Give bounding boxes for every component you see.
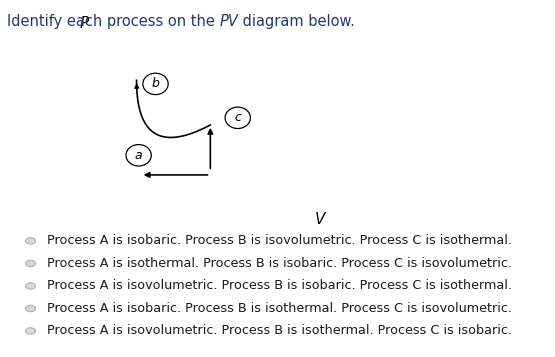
- Text: Process A is isobaric. Process B is isothermal. Process C is isovolumetric.: Process A is isobaric. Process B is isot…: [47, 302, 512, 315]
- Text: a: a: [135, 149, 143, 162]
- Text: Process A is isothermal. Process B is isobaric. Process C is isovolumetric.: Process A is isothermal. Process B is is…: [47, 257, 512, 270]
- Text: Process A is isovolumetric. Process B is isothermal. Process C is isobaric.: Process A is isovolumetric. Process B is…: [47, 325, 512, 337]
- Text: Identify each process on the: Identify each process on the: [7, 14, 219, 29]
- Text: P: P: [79, 16, 88, 31]
- Text: Process A is isovolumetric. Process B is isobaric. Process C is isothermal.: Process A is isovolumetric. Process B is…: [47, 280, 512, 292]
- Text: PV: PV: [219, 14, 238, 29]
- Text: b: b: [152, 77, 159, 90]
- Text: V: V: [315, 212, 325, 227]
- Text: c: c: [234, 111, 241, 124]
- Text: Process A is isobaric. Process B is isovolumetric. Process C is isothermal.: Process A is isobaric. Process B is isov…: [47, 235, 512, 247]
- Text: diagram below.: diagram below.: [238, 14, 355, 29]
